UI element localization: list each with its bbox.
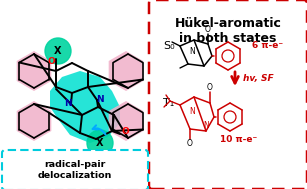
Polygon shape xyxy=(109,101,143,141)
Text: radical-pair
delocalization: radical-pair delocalization xyxy=(38,160,112,180)
Text: 10 π-e⁻: 10 π-e⁻ xyxy=(220,135,257,143)
Text: O: O xyxy=(47,57,55,67)
Polygon shape xyxy=(50,71,120,143)
Text: N: N xyxy=(189,108,195,116)
FancyBboxPatch shape xyxy=(149,0,307,189)
Text: X: X xyxy=(96,138,104,148)
Text: T₁: T₁ xyxy=(163,98,174,108)
Polygon shape xyxy=(109,51,143,91)
Text: Hükel-aromatic
in both states: Hükel-aromatic in both states xyxy=(175,17,282,45)
Text: S₀: S₀ xyxy=(163,41,175,51)
FancyBboxPatch shape xyxy=(2,150,148,189)
FancyArrowPatch shape xyxy=(93,125,106,135)
Polygon shape xyxy=(17,51,51,91)
Text: N: N xyxy=(64,99,72,108)
Circle shape xyxy=(87,130,113,156)
Text: N: N xyxy=(189,47,195,57)
Text: N: N xyxy=(96,95,104,105)
Text: O: O xyxy=(205,26,211,35)
Text: O: O xyxy=(121,126,129,136)
Polygon shape xyxy=(17,101,51,141)
Text: X: X xyxy=(54,46,62,56)
Circle shape xyxy=(45,38,71,64)
Text: O: O xyxy=(207,84,213,92)
Text: hv, SF: hv, SF xyxy=(243,74,274,84)
Text: 6 π-e⁻: 6 π-e⁻ xyxy=(252,42,283,50)
Text: O: O xyxy=(187,139,193,147)
Text: N: N xyxy=(203,121,209,129)
